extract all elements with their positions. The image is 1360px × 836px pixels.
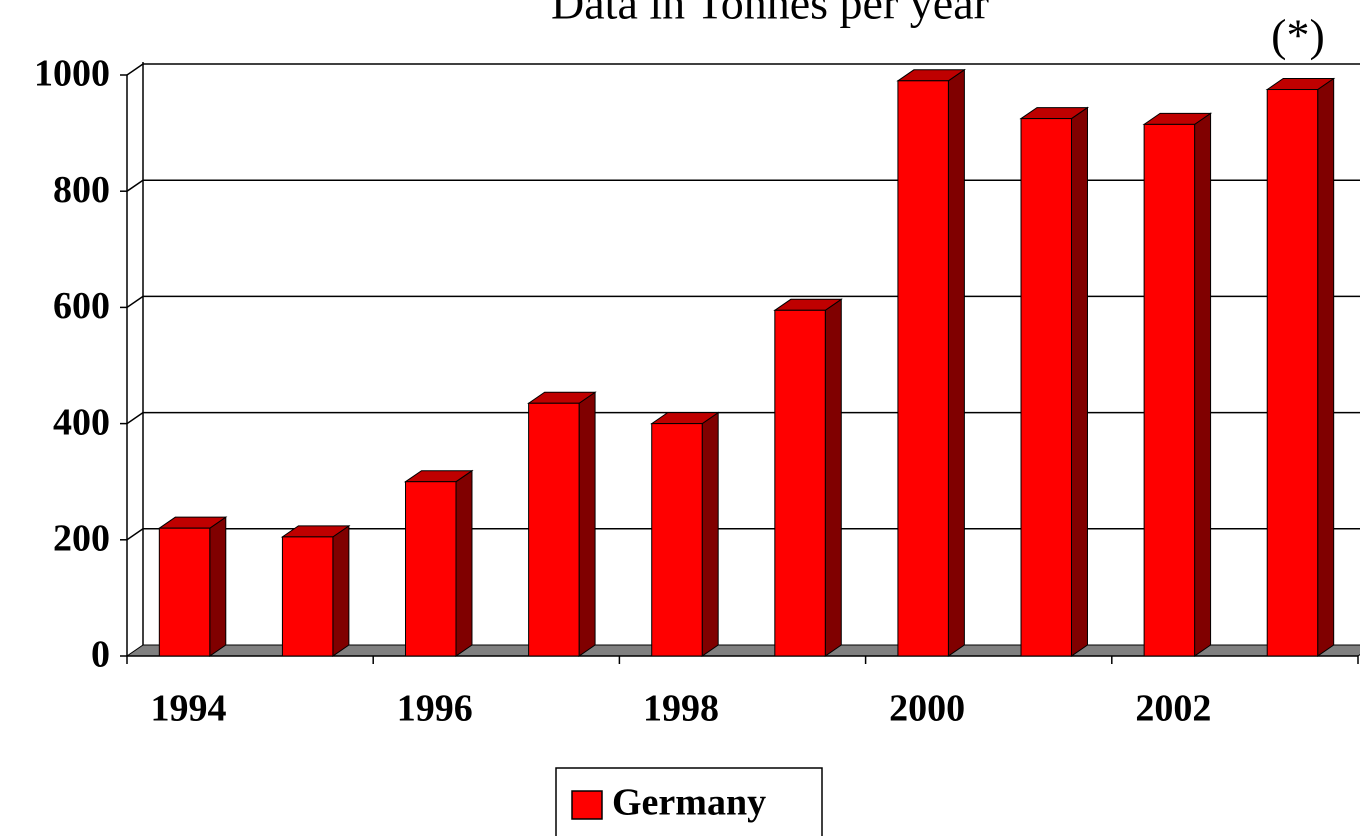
x-tick-label: 2000 xyxy=(889,688,965,730)
grid-line-side xyxy=(126,63,144,76)
bar-side xyxy=(578,391,596,657)
bar-side xyxy=(824,298,842,657)
legend-swatch xyxy=(571,790,603,820)
bar xyxy=(158,527,211,657)
bar xyxy=(897,80,949,657)
grid-line-side xyxy=(126,411,144,425)
y-tick-label: 400 xyxy=(53,401,110,443)
x-tick-label: 2002 xyxy=(1135,688,1211,730)
x-tick-label: 1996 xyxy=(397,688,473,730)
bar xyxy=(528,402,580,657)
legend-label: Germany xyxy=(612,782,766,824)
bar xyxy=(281,536,334,657)
y-tick-label: 0 xyxy=(91,634,110,676)
y-tick-label: 800 xyxy=(53,169,110,211)
grid-line-side xyxy=(126,295,144,309)
bar-side xyxy=(1070,106,1088,657)
bar-side xyxy=(701,411,719,657)
bar xyxy=(405,481,457,657)
bar-side xyxy=(455,469,473,657)
grid-line-side xyxy=(126,179,144,192)
y-tick-label: 200 xyxy=(53,518,110,560)
y-tick-label: 600 xyxy=(53,285,110,327)
bar xyxy=(1266,89,1319,657)
bar xyxy=(774,309,826,657)
y-tick-label: 1000 xyxy=(34,53,110,95)
x-tick-label: 1994 xyxy=(151,688,227,730)
bar-side xyxy=(947,68,965,657)
bar-side xyxy=(1194,112,1212,657)
chart-title: Data in Tonnes per year xyxy=(551,0,989,29)
bar-side xyxy=(1317,77,1335,657)
bar xyxy=(651,423,703,657)
x-tick-label: 1998 xyxy=(643,688,719,730)
bar xyxy=(1020,118,1072,657)
bar-side xyxy=(209,516,227,657)
bar-side xyxy=(332,524,350,657)
bar xyxy=(1143,123,1196,657)
grid-line-side xyxy=(126,528,144,541)
annotation: (*) xyxy=(1271,10,1325,61)
